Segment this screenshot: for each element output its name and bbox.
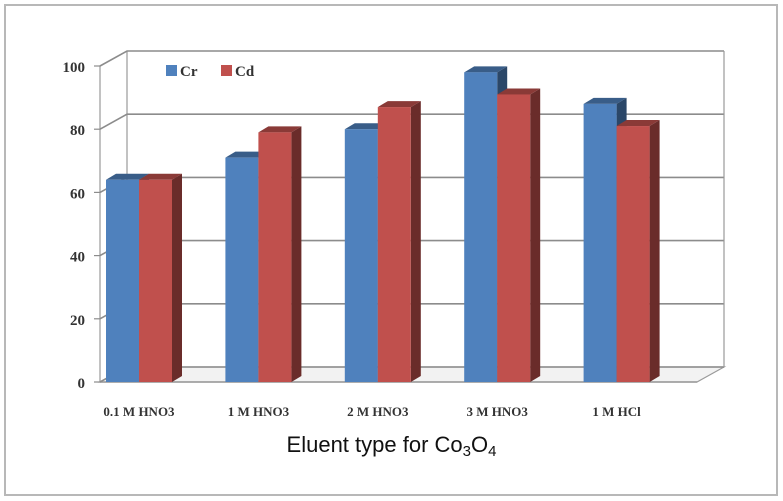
bar-top [616, 120, 660, 127]
x-tick-label: 1 M HNO3 [228, 404, 290, 419]
x-axis-title-sub2: 4 [488, 443, 497, 460]
legend-swatch-cd [221, 65, 232, 76]
legend-label-cr: Cr [180, 64, 198, 80]
y-axis-ticks: 0 20 40 60 80 100 [63, 60, 86, 392]
gridline [99, 50, 724, 67]
bar-top [464, 66, 508, 73]
bars [106, 66, 660, 383]
bar-front [106, 179, 139, 382]
bar-front [377, 107, 411, 382]
bar-top [139, 173, 182, 180]
y-tick-label: 20 [70, 313, 85, 329]
y-tick-label: 80 [70, 123, 85, 139]
bar-side [410, 101, 421, 382]
bar-side [530, 88, 541, 382]
bar-front [225, 157, 259, 382]
x-tick-label: 2 M HNO3 [347, 404, 409, 419]
bar-front [258, 132, 292, 382]
bar-cd-4 [497, 88, 541, 382]
bar-cd-2 [258, 126, 302, 382]
legend-swatch-cr [166, 65, 177, 76]
bar-front [464, 72, 498, 382]
x-tick-label: 0.1 M HNO3 [103, 404, 175, 419]
bar-top [497, 88, 541, 95]
bar-top [344, 123, 388, 130]
bar-top [225, 151, 269, 158]
bar-cd-5 [616, 120, 660, 382]
y-tick-label: 100 [63, 60, 86, 76]
legend: Cr Cd [166, 64, 255, 80]
x-axis-categories: 0.1 M HNO3 1 M HNO3 2 M HNO3 3 M HNO3 1 M HC… [103, 404, 641, 419]
bar-front [616, 126, 650, 382]
bar-side [172, 173, 182, 382]
x-tick-label: 1 M HCl [592, 404, 641, 419]
y-tick-label: 60 [70, 186, 85, 202]
bar-cd-1 [139, 173, 182, 382]
x-axis-title-prefix: Eluent type for Co [286, 432, 463, 457]
bar-front [583, 103, 617, 383]
y-tick-label: 0 [78, 376, 86, 392]
x-axis-title: Eluent type for Co3O4 [0, 432, 783, 460]
x-tick-label: 3 M HNO3 [467, 404, 529, 419]
legend-label-cd: Cd [235, 64, 255, 80]
bar-cd-3 [377, 101, 421, 382]
y-tick-label: 40 [70, 250, 85, 266]
bar-top [106, 173, 149, 180]
bar-top [258, 126, 302, 133]
bar-top [583, 97, 627, 104]
bar-top [377, 101, 421, 108]
bar-front [139, 179, 172, 382]
bar-side [291, 126, 302, 382]
bar-front [497, 94, 531, 382]
bar-front [344, 129, 378, 382]
x-axis-title-sub1: 3 [462, 443, 471, 460]
x-axis-title-mid: O [470, 432, 489, 457]
bar-side [649, 120, 660, 382]
